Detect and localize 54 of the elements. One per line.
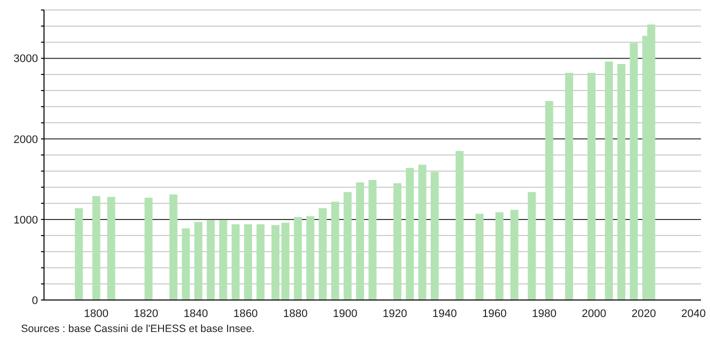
bar <box>545 101 554 300</box>
bar <box>232 224 240 300</box>
bar <box>306 216 314 300</box>
bar <box>430 172 439 300</box>
bar <box>565 72 574 300</box>
bar <box>294 217 302 300</box>
x-tick-label: 2020 <box>632 308 656 320</box>
y-tick-label: 0 <box>32 294 38 307</box>
x-tick-label: 1940 <box>432 308 457 320</box>
x-tick-label: 1860 <box>233 308 258 320</box>
bar <box>169 194 178 300</box>
bar <box>418 164 426 300</box>
bar <box>281 222 290 300</box>
bar <box>194 222 202 300</box>
bar <box>406 168 414 300</box>
bar <box>144 198 153 300</box>
bar <box>588 72 596 300</box>
bar <box>368 180 377 300</box>
bar <box>344 192 352 300</box>
bar <box>318 208 327 300</box>
bar <box>476 214 484 300</box>
x-tick-label: 1800 <box>84 308 109 320</box>
x-tick-label: 1980 <box>532 308 556 320</box>
bar <box>528 192 536 300</box>
bar <box>244 224 252 300</box>
x-tick-label: 1920 <box>382 308 408 320</box>
bar <box>630 43 638 300</box>
bar <box>495 212 504 300</box>
x-tick-label: 2040 <box>681 308 706 320</box>
x-tick-label: 1820 <box>134 308 158 320</box>
x-tick-label: 2000 <box>582 308 606 320</box>
bar <box>74 208 83 300</box>
bar <box>219 220 228 300</box>
x-tick-label: 1900 <box>332 308 358 320</box>
bar <box>393 183 402 300</box>
source-note: Sources : base Cassini de l'EHESS et base Insee. <box>21 323 255 335</box>
bar <box>182 228 190 300</box>
bar <box>92 196 100 300</box>
bar <box>206 220 215 300</box>
x-tick-label: 1880 <box>283 308 308 320</box>
bar <box>604 62 613 300</box>
bar <box>510 210 518 300</box>
bar <box>331 202 340 300</box>
bar <box>356 182 364 300</box>
x-tick-label: 1840 <box>184 308 208 320</box>
bar <box>617 64 626 300</box>
x-tick-label: 1960 <box>482 308 507 320</box>
bar <box>271 225 280 300</box>
bar <box>107 196 116 300</box>
bar <box>256 224 265 300</box>
bar <box>456 150 464 300</box>
y-tick-label: 1000 <box>14 214 38 226</box>
y-tick-label: 3000 <box>14 53 38 66</box>
y-tick-label: 2000 <box>14 134 38 146</box>
